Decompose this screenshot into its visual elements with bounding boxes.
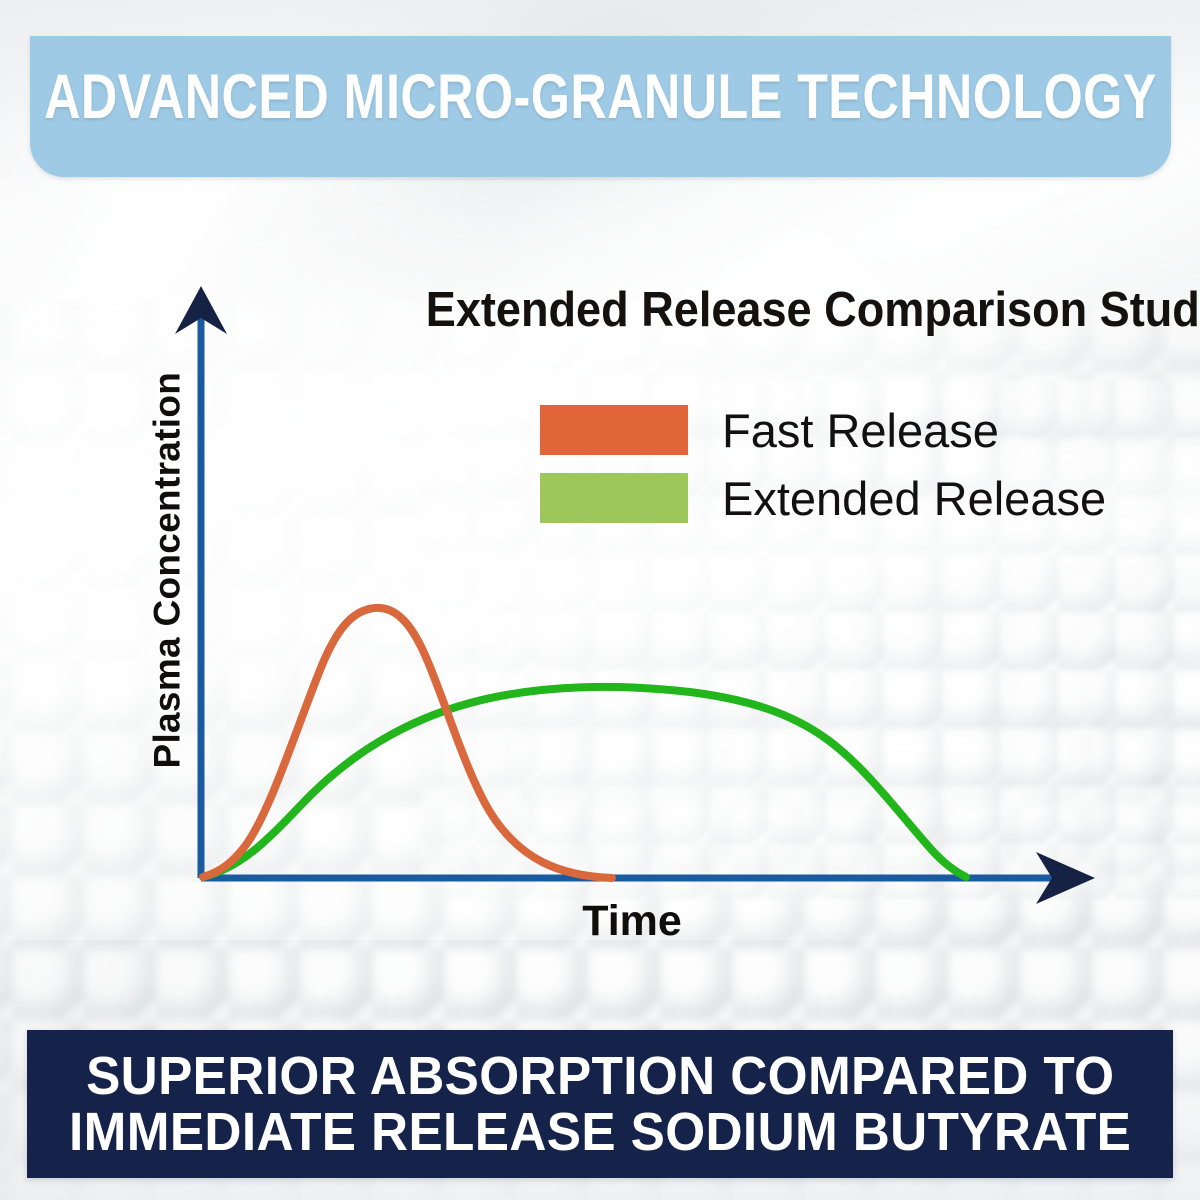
footer-banner: SUPERIOR ABSORPTION COMPARED TO IMMEDIAT… (27, 1030, 1173, 1178)
page-title: ADVANCED MICRO-GRANULE TECHNOLOGY (44, 62, 1157, 132)
footer-line-2: IMMEDIATE RELEASE SODIUM BUTYRATE (68, 1102, 1132, 1162)
header-banner: ADVANCED MICRO-GRANULE TECHNOLOGY (30, 36, 1171, 177)
footer-line-1: SUPERIOR ABSORPTION COMPARED TO (85, 1045, 1115, 1106)
